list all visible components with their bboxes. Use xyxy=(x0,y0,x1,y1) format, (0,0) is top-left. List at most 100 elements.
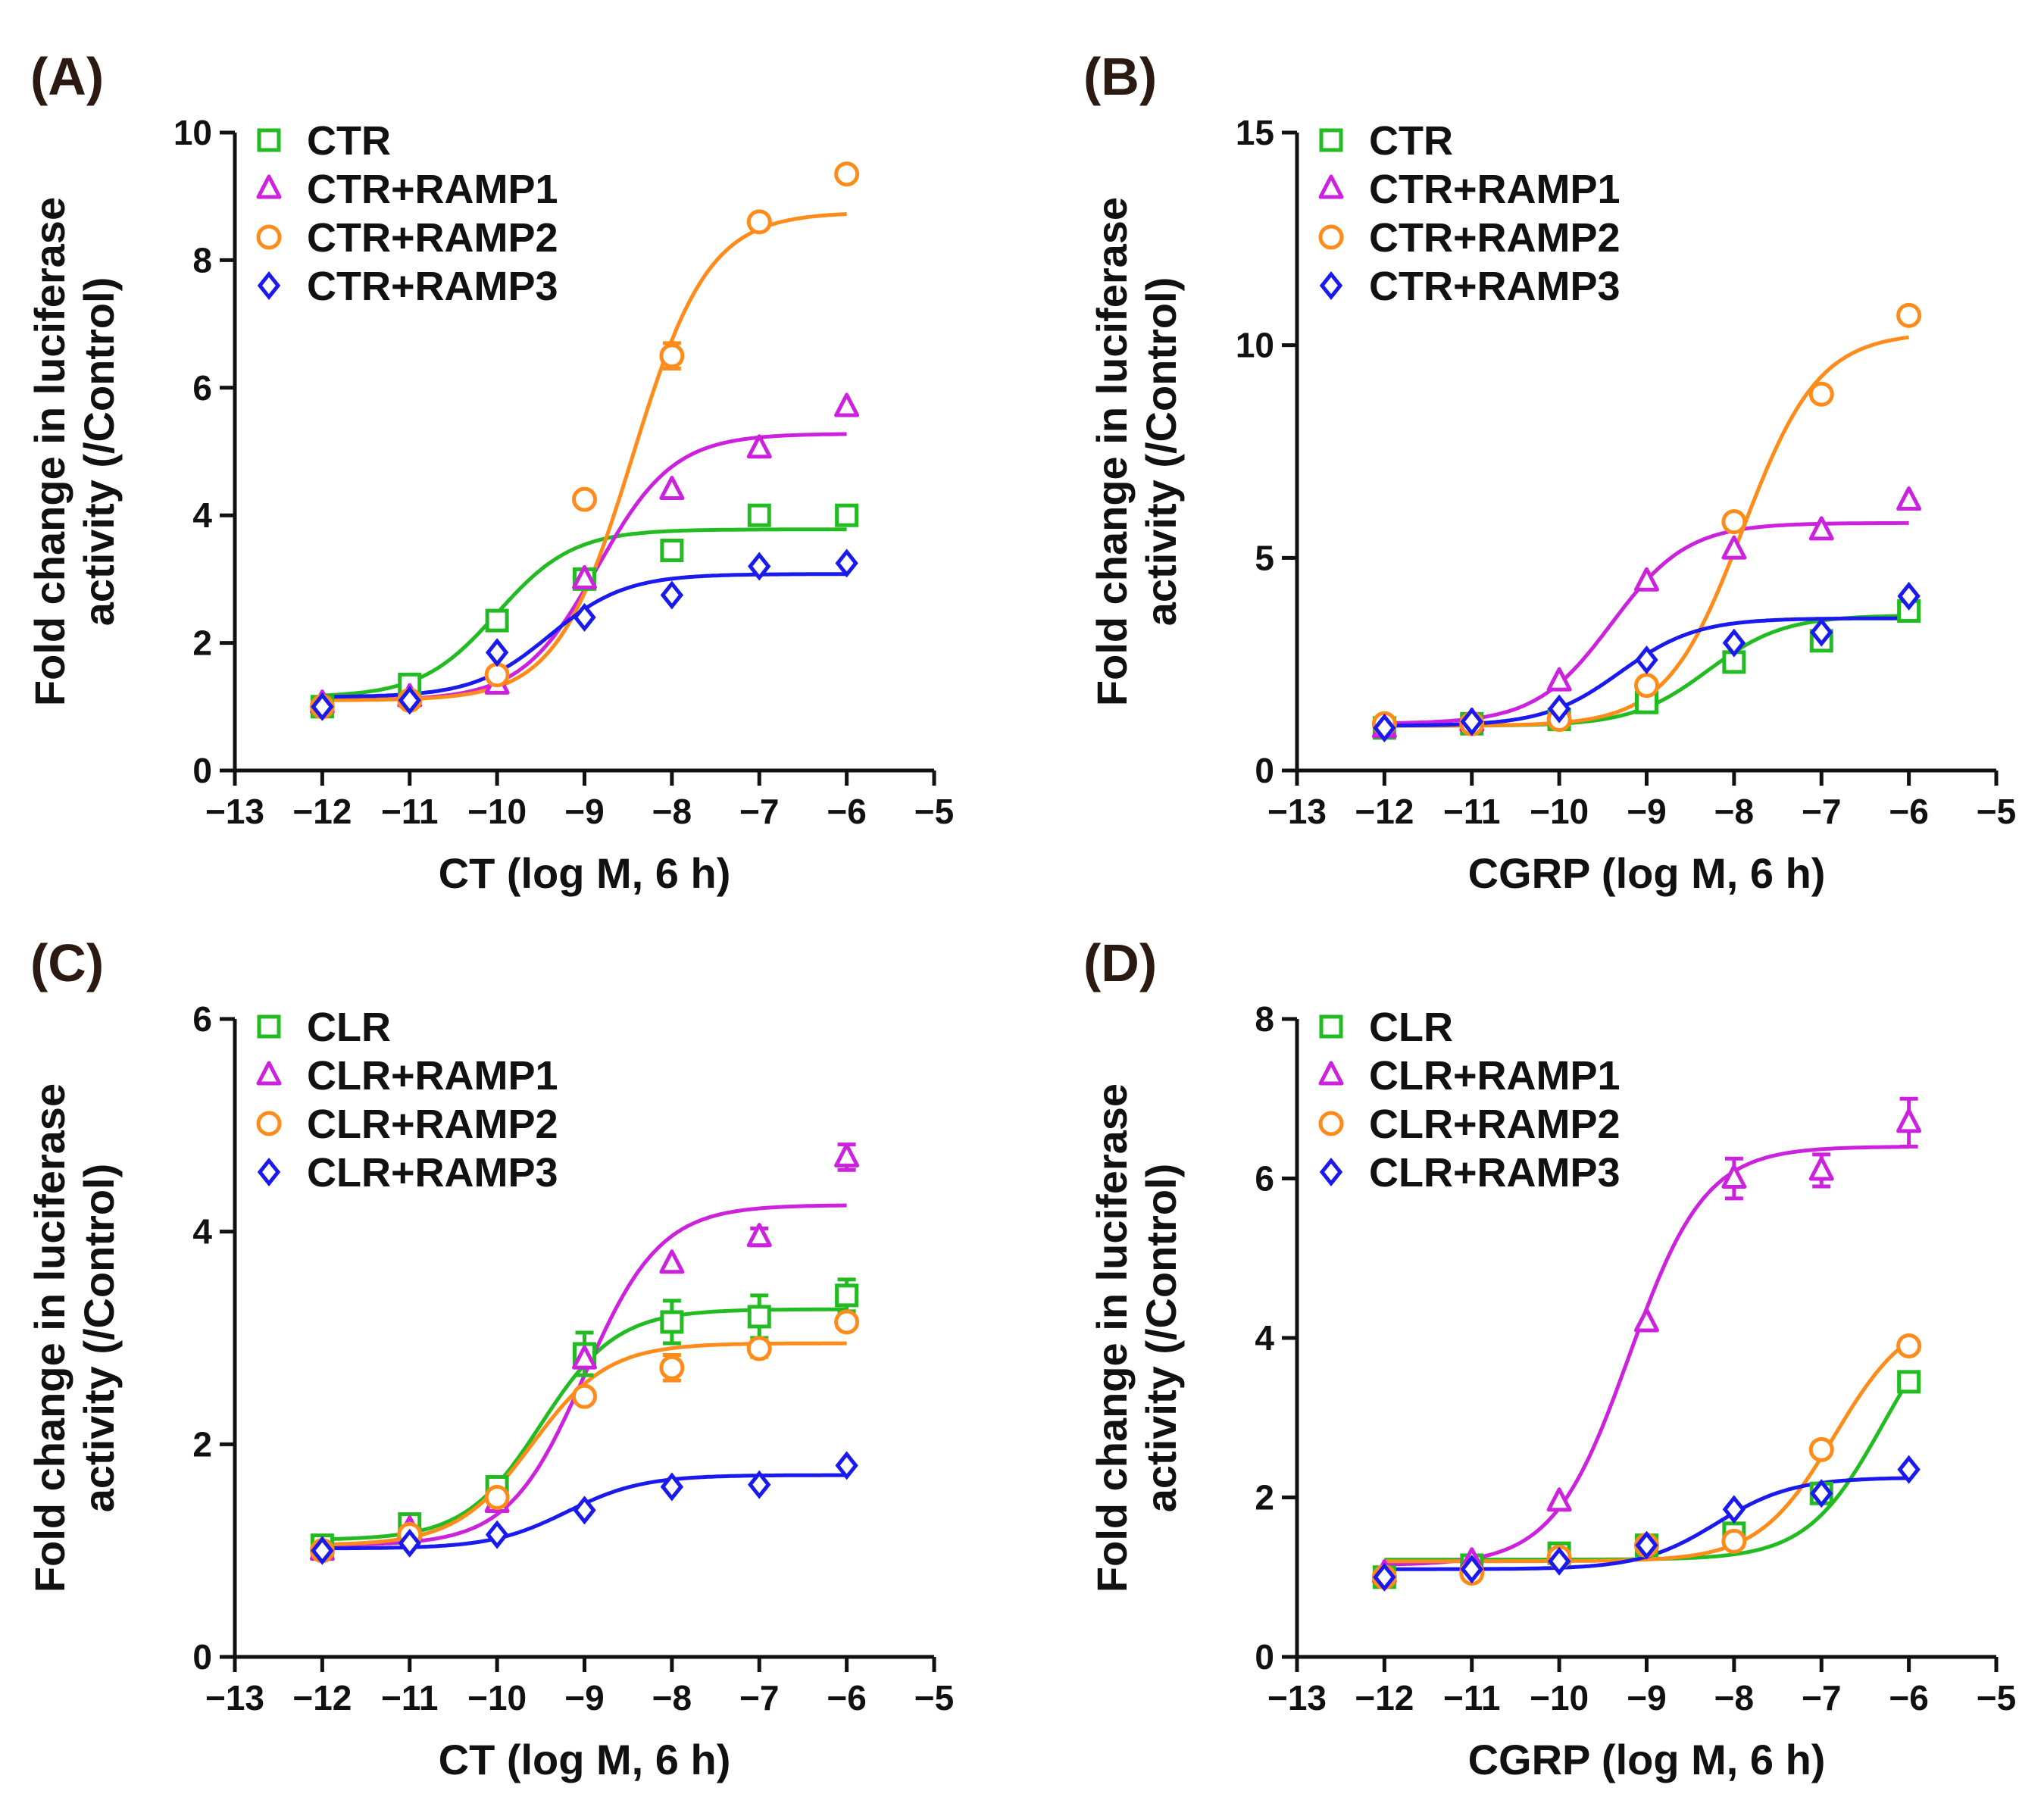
y-tick-label: 6 xyxy=(192,999,212,1039)
x-tick-label: −5 xyxy=(914,1678,954,1718)
data-point-ctr-ramp2 xyxy=(1896,302,1922,328)
data-point-clr-ramp3 xyxy=(835,1451,858,1480)
legend-marker-ctr-ramp1 xyxy=(256,174,282,199)
legend-marker-clr-ramp3 xyxy=(257,1157,281,1187)
legend-label: CLR+RAMP2 xyxy=(1369,1102,1621,1147)
data-point-clr-ramp1 xyxy=(1546,1487,1572,1512)
x-tick-label: −6 xyxy=(1889,792,1928,831)
y-axis-title-line1: Fold change in luciferase xyxy=(1088,197,1136,706)
data-point-ctr xyxy=(485,608,509,633)
data-point-clr-ramp3 xyxy=(485,1520,509,1549)
x-axis-title: CT (log M, 6 h) xyxy=(439,849,731,897)
data-point-clr xyxy=(1897,1370,1921,1394)
data-point-ctr-ramp3 xyxy=(1547,694,1571,724)
x-tick-label: −6 xyxy=(1889,1678,1928,1718)
data-point-clr-ramp3 xyxy=(748,1470,771,1499)
x-tick-label: −7 xyxy=(1802,792,1841,831)
data-point-ctr-ramp3 xyxy=(485,638,509,667)
y-tick-label: 10 xyxy=(1236,326,1274,365)
x-tick-label: −13 xyxy=(1267,792,1327,831)
data-point-clr-ramp2 xyxy=(746,1336,772,1361)
x-tick-label: −11 xyxy=(1443,1678,1501,1718)
x-tick-label: −7 xyxy=(739,792,779,831)
panel-label-a: (A) xyxy=(30,47,104,106)
data-point-clr xyxy=(747,1305,771,1329)
x-tick-label: −11 xyxy=(1443,792,1501,831)
legend-marker-clr-ramp2 xyxy=(1318,1111,1344,1136)
legend-label: CTR+RAMP3 xyxy=(307,264,558,309)
x-tick-label: −8 xyxy=(652,1678,692,1718)
data-point-ctr-ramp2 xyxy=(834,161,860,187)
data-point-clr-ramp1 xyxy=(659,1249,685,1274)
y-axis-title-line1: Fold change in luciferase xyxy=(26,197,73,706)
x-tick-label: −12 xyxy=(292,1678,352,1718)
data-point-clr xyxy=(660,1310,684,1334)
chart-panel-b: (B) 0 5 10 15 −13 −12 −11 −10 −9 −8 −7 −6 −5 CGRP (log… xyxy=(1083,47,2016,897)
y-tick-label: 4 xyxy=(1255,1318,1274,1358)
data-point-ctr-ramp3 xyxy=(1722,628,1746,658)
y-tick-label: 6 xyxy=(1255,1159,1274,1199)
data-point-ctr-ramp3 xyxy=(1810,617,1833,647)
data-point-ctr-ramp1 xyxy=(834,392,860,417)
legend-label: CLR xyxy=(307,1005,391,1050)
x-tick-label: −5 xyxy=(914,792,954,831)
y-tick-label: 0 xyxy=(192,751,212,790)
x-tick-label: −10 xyxy=(467,1678,527,1718)
x-tick-label: −8 xyxy=(1714,792,1754,831)
legend-marker-ctr-ramp1 xyxy=(1318,174,1344,199)
data-point-clr-ramp3 xyxy=(1722,1495,1746,1524)
data-point-clr-ramp1 xyxy=(572,1345,597,1370)
legend-marker-ctr-ramp2 xyxy=(256,224,282,250)
x-axis-title: CT (log M, 6 h) xyxy=(439,1736,731,1783)
legend-marker-ctr-ramp3 xyxy=(257,270,281,301)
y-tick-label: 6 xyxy=(192,368,212,408)
data-point-ctr-ramp3 xyxy=(660,580,684,610)
data-point-ctr-ramp3 xyxy=(1460,707,1483,736)
data-point-clr-ramp3 xyxy=(311,1536,334,1565)
legend-label: CTR+RAMP1 xyxy=(307,167,558,212)
data-point-ctr-ramp1 xyxy=(1896,486,1922,511)
x-tick-label: −10 xyxy=(1530,1678,1589,1718)
legend-marker-clr xyxy=(1319,1014,1343,1039)
data-point-clr-ramp1 xyxy=(1721,1164,1747,1189)
x-tick-label: −6 xyxy=(827,792,866,831)
y-tick-label: 2 xyxy=(1255,1478,1274,1518)
data-point-clr-ramp3 xyxy=(573,1496,596,1525)
data-point-ctr-ramp1 xyxy=(572,564,597,589)
data-point-clr-ramp3 xyxy=(1810,1479,1833,1508)
panel-label-c: (C) xyxy=(30,933,104,992)
legend-label: CTR+RAMP1 xyxy=(1369,167,1621,212)
panel-label-d: (D) xyxy=(1083,933,1157,992)
data-point-ctr-ramp1 xyxy=(659,476,685,501)
y-tick-label: 15 xyxy=(1236,113,1274,152)
data-point-clr-ramp3 xyxy=(660,1472,684,1502)
data-point-clr-ramp3 xyxy=(1460,1555,1483,1584)
y-tick-label: 10 xyxy=(173,113,212,152)
data-point-ctr-ramp3 xyxy=(311,692,334,721)
legend-marker-clr-ramp1 xyxy=(1318,1061,1344,1086)
chart-panel-d: (D) 0 2 4 6 8 −13 −12 −11 −10 −9 −8 −7 −6 −5 CGRP (log … xyxy=(1083,933,2016,1783)
data-point-clr-ramp2 xyxy=(1721,1528,1747,1554)
data-point-clr-ramp1 xyxy=(834,1142,860,1167)
legend-label: CLR xyxy=(1369,1005,1453,1050)
data-point-ctr-ramp2 xyxy=(1808,381,1834,407)
data-point-clr-ramp1 xyxy=(1896,1108,1922,1133)
y-tick-label: 5 xyxy=(1255,538,1274,577)
data-point-ctr-ramp3 xyxy=(1373,713,1396,742)
data-point-clr-ramp3 xyxy=(1373,1562,1396,1592)
x-tick-label: −8 xyxy=(1714,1678,1754,1718)
x-tick-label: −8 xyxy=(652,792,692,831)
y-axis-title-line2: activity (/Control) xyxy=(1137,1164,1185,1512)
y-axis-title-line2: activity (/Control) xyxy=(75,277,123,626)
x-tick-label: −13 xyxy=(205,792,264,831)
data-point-clr-ramp2 xyxy=(659,1355,685,1380)
data-point-ctr xyxy=(660,539,684,563)
x-tick-label: −12 xyxy=(1355,792,1414,831)
y-tick-label: 2 xyxy=(192,1424,212,1464)
legend-label: CTR+RAMP2 xyxy=(307,215,558,261)
chart-panel-a: (A) 0 2 4 6 8 10 −13 −12 −11 −10 −9 −8 −7 −6 −5 CT (log … xyxy=(26,47,954,897)
y-tick-label: 0 xyxy=(192,1637,212,1677)
x-tick-label: −12 xyxy=(1355,1678,1414,1718)
x-tick-label: −11 xyxy=(381,792,439,831)
x-tick-label: −9 xyxy=(1627,792,1666,831)
